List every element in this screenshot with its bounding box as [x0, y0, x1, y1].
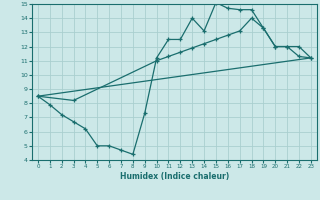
X-axis label: Humidex (Indice chaleur): Humidex (Indice chaleur) — [120, 172, 229, 181]
